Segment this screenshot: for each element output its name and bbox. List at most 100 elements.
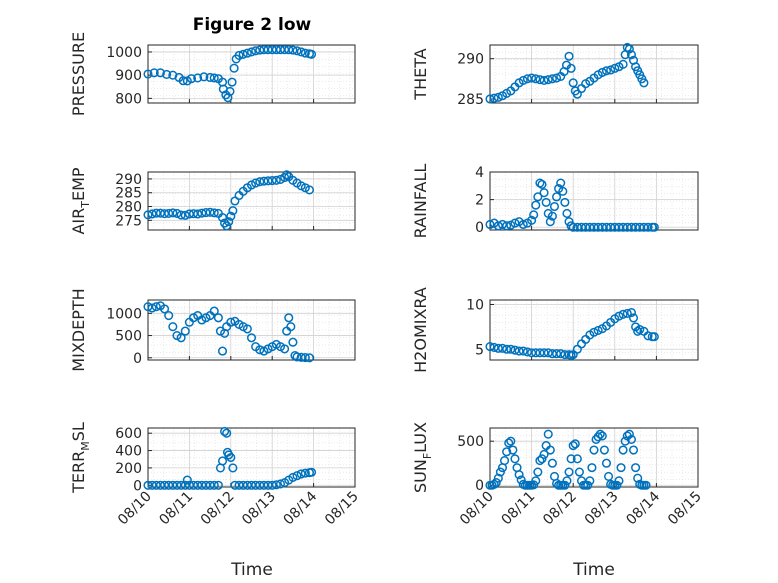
data-point: [172, 208, 182, 218]
data-point: [564, 51, 574, 61]
data-point: [510, 454, 520, 464]
data-point: [143, 69, 153, 79]
data-point: [226, 317, 236, 327]
data-point: [527, 73, 537, 83]
data-point: [593, 432, 603, 442]
data-point: [502, 447, 512, 457]
data-point: [593, 325, 603, 335]
x-tick-label: 08/14: [281, 488, 321, 528]
data-point: [589, 445, 599, 455]
data-point: [597, 67, 607, 77]
data-point: [531, 476, 541, 486]
figure-title: Figure 2 low: [193, 15, 312, 35]
data-point: [286, 322, 296, 332]
data-point: [292, 471, 302, 481]
data-point: [599, 445, 609, 455]
data-point: [217, 456, 228, 466]
data-point: [280, 344, 290, 354]
y-tick-label: 280: [115, 200, 142, 216]
axes-box: [147, 427, 356, 488]
data-point: [566, 454, 576, 464]
data-point: [304, 185, 315, 195]
y-tick-label: 285: [115, 186, 142, 202]
data-point: [643, 331, 653, 341]
data-point: [151, 302, 161, 312]
data-point: [626, 50, 636, 60]
data-point: [597, 431, 607, 441]
data-point: [226, 211, 236, 221]
data-point: [149, 68, 159, 78]
data-point: [300, 468, 310, 478]
data-point: [610, 63, 620, 73]
data-point: [547, 458, 557, 468]
y-tick-label: 800: [115, 91, 142, 107]
data-point: [213, 480, 223, 490]
data-point: [618, 445, 628, 455]
data-point: [549, 201, 560, 212]
data-point: [193, 209, 203, 219]
data-point: [176, 333, 186, 343]
data-point: [222, 428, 232, 438]
data-point: [228, 206, 238, 216]
data-point: [493, 473, 503, 483]
panel-h2omixra: 5 10 H2OMIXRA: [411, 287, 699, 373]
data-point: [628, 313, 639, 323]
data-point: [290, 351, 300, 361]
x-tick-label: 08/10: [457, 489, 497, 529]
y-axis-label-main: H2OMIXRA: [411, 287, 430, 373]
data-point: [614, 311, 624, 321]
data-point: [514, 470, 524, 480]
panel-sun-flux: 0 500 08/10 08/11 08/12 08/13 08/14 08/15 SUNFLU…: [411, 422, 705, 528]
data-point: [604, 471, 614, 481]
y-tick-label: 4: [475, 165, 484, 181]
axes-box: [489, 427, 699, 488]
data-point: [209, 73, 219, 83]
data-point: [147, 303, 157, 313]
data-point: [518, 346, 528, 356]
data-point: [288, 337, 298, 347]
data-point: [622, 42, 632, 52]
data-point: [614, 476, 624, 486]
data-point: [643, 222, 653, 232]
data-point: [226, 452, 236, 463]
data-point: [504, 438, 514, 448]
data-point: [182, 475, 192, 485]
y-tick-label: 900: [115, 68, 142, 84]
data-point: [570, 439, 580, 449]
data-point: [552, 478, 562, 489]
axes-box: [147, 299, 356, 361]
y-axis-label-main: MIXDEPTH: [69, 288, 88, 371]
data-point: [539, 449, 549, 459]
data-point: [228, 463, 238, 473]
axes-box: [147, 171, 356, 231]
data-point: [205, 207, 215, 217]
data-point: [556, 178, 566, 188]
data-point: [217, 346, 228, 356]
data-point: [300, 353, 310, 363]
data-point: [539, 188, 549, 198]
y-tick-label: 2: [475, 193, 484, 209]
y-axis-label-sub: M: [79, 441, 92, 451]
data-point: [271, 175, 281, 185]
data-point: [535, 178, 545, 188]
data-point: [193, 73, 203, 83]
y-tick-label: 0: [475, 478, 484, 494]
y-axis-label-main: THETA: [411, 48, 430, 100]
data-point: [220, 426, 230, 437]
data-point: [552, 192, 562, 202]
y-tick-label: 1000: [106, 306, 142, 322]
data-point: [585, 476, 595, 486]
y-axis-label: AIRTEMP: [69, 167, 92, 234]
data-point: [489, 93, 499, 103]
data-point: [493, 343, 503, 353]
data-point: [574, 467, 584, 477]
data-point: [522, 347, 532, 357]
panel-rainfall: 0 2 4 RAINFALL: [411, 164, 699, 238]
data-point: [162, 69, 172, 80]
data-point: [180, 210, 190, 220]
y-axis-label: H2OMIXRA: [411, 287, 430, 373]
x-tick-label: 08/13: [582, 489, 622, 529]
data-point: [224, 450, 234, 460]
